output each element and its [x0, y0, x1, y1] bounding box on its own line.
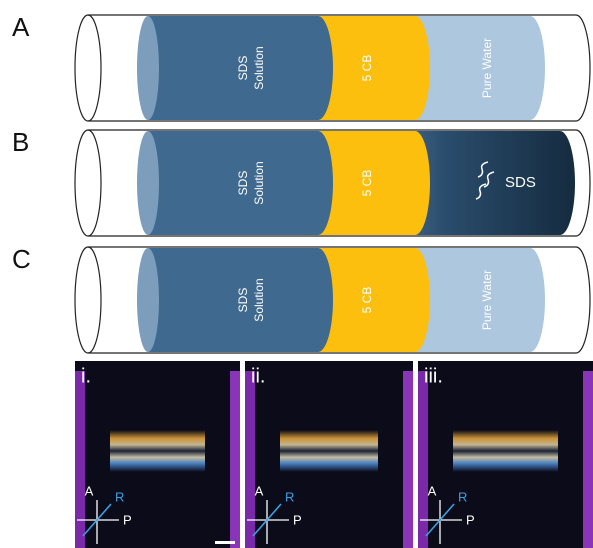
- sds-face: [137, 248, 159, 352]
- panel-label: B: [12, 127, 29, 157]
- sds-face: [137, 131, 159, 235]
- edge-glow: [418, 371, 428, 548]
- solution-label: Solution: [252, 46, 266, 89]
- micrograph-label: iii.: [424, 365, 443, 387]
- reference-label: R: [115, 489, 124, 504]
- edge-glow: [403, 371, 413, 548]
- lc-label: 5 CB: [360, 287, 374, 314]
- diffusing-label: SDS: [505, 174, 536, 191]
- sds-label: SDS: [236, 56, 250, 81]
- figure: ASDSSolution5 CBPure WaterBSDSSolution5 …: [0, 0, 593, 548]
- water-label: Pure Water: [480, 270, 494, 330]
- scale-bar: [215, 541, 235, 544]
- edge-glow: [75, 371, 85, 548]
- water-label: Pure Water: [480, 38, 494, 98]
- analyzer-label: A: [428, 483, 437, 498]
- birefringent-band: [280, 430, 378, 472]
- edge-glow: [230, 371, 240, 548]
- micrograph-label: ii.: [251, 365, 265, 387]
- lc-label: 5 CB: [360, 55, 374, 82]
- sds-label: SDS: [236, 288, 250, 313]
- panel-label: C: [12, 244, 31, 274]
- analyzer-label: A: [85, 483, 94, 498]
- micrograph-label: i.: [81, 365, 91, 387]
- solution-label: Solution: [252, 278, 266, 321]
- sds-label: SDS: [236, 171, 250, 196]
- reference-label: R: [285, 489, 294, 504]
- birefringent-band: [110, 430, 205, 472]
- birefringent-band: [453, 430, 558, 472]
- sds-face: [137, 16, 159, 120]
- solution-label: Solution: [252, 161, 266, 204]
- polarizer-label: P: [466, 512, 475, 527]
- analyzer-label: A: [255, 483, 264, 498]
- reference-label: R: [458, 489, 467, 504]
- polarizer-label: P: [123, 512, 132, 527]
- lc-label: 5 CB: [360, 170, 374, 197]
- polarizer-label: P: [293, 512, 302, 527]
- edge-glow: [583, 371, 593, 548]
- panel-label: A: [12, 12, 30, 42]
- edge-glow: [245, 371, 255, 548]
